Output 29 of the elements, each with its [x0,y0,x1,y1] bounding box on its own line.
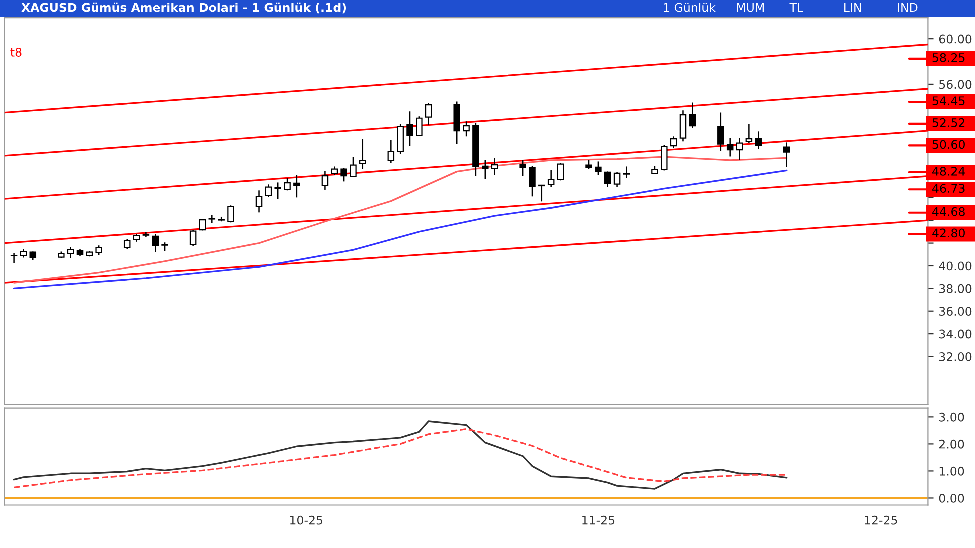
ref-line-label: 50.60 [932,140,965,150]
text: IND [898,3,918,12]
ref-line-label: 54.45 [932,96,965,106]
annotation: t8 [10,48,22,57]
y-tick-label: 34.00 [940,330,972,339]
x-tick-label: 10-25 [290,516,322,525]
x-tick-label: 12-25 [865,516,898,525]
y-tick-label: 32.00 [940,352,972,362]
ref-line-label: 42.80 [932,228,965,238]
chart-title: XAGUSD Gümüs Amerikan Dolari - 1 Günlük (.1d) [22,2,346,14]
text: LIN [844,3,862,12]
text: 1 Günlük [664,3,716,12]
y-tick-label: 2.00 [939,440,964,449]
y-tick-label: 38.00 [940,284,972,294]
text: TL [790,3,804,12]
ref-line-label: 44.68 [932,207,965,216]
y-tick-label: 60.00 [939,34,972,44]
y-tick-label: 36.00 [940,307,972,316]
y-tick-label: 40.00 [939,262,972,271]
ref-line-label: 52.52 [932,118,965,128]
y-tick-label: 3.00 [940,412,964,422]
y-tick-label: 1.00 [940,466,964,476]
y-tick-label: 56.00 [940,80,972,90]
x-tick-label: 11-25 [582,516,615,525]
y-tick-label: 0.00 [939,494,964,503]
ref-line-label: 46.73 [932,184,965,194]
ref-line-label: 48.24 [932,166,966,176]
ref-line-label: 58.25 [932,53,965,62]
text: MUM [737,3,764,12]
